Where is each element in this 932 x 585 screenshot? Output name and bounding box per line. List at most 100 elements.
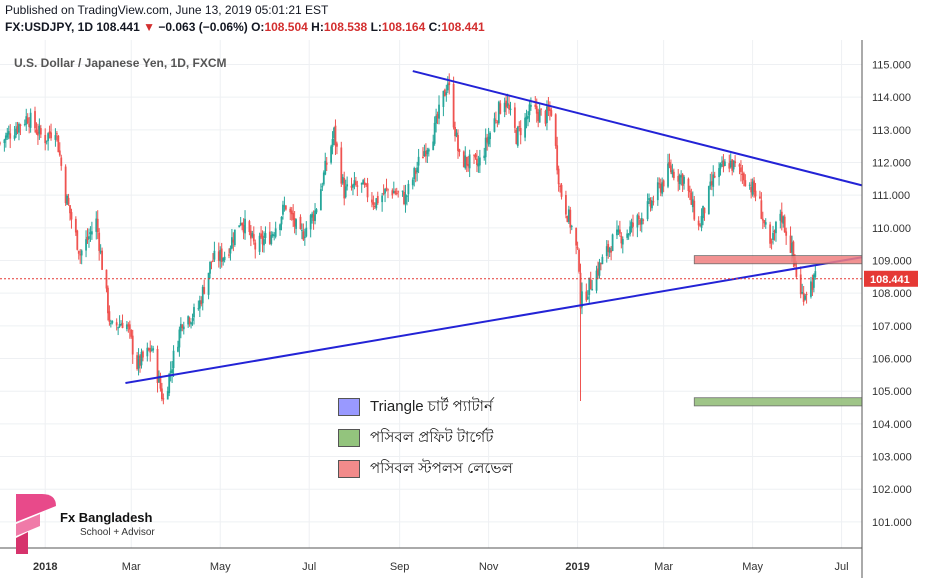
candle-body xyxy=(108,311,111,322)
candle-body xyxy=(117,327,120,329)
candle-body xyxy=(744,180,747,187)
candle-body xyxy=(610,250,613,253)
candle-body xyxy=(681,174,684,186)
candle-body xyxy=(274,228,277,237)
candle-body xyxy=(407,183,410,195)
candle-body xyxy=(344,186,347,198)
legend-item-triangle: Triangle চার্ট প্যাটার্ন xyxy=(338,394,513,420)
candle-body xyxy=(324,160,327,175)
candle-body xyxy=(443,89,446,97)
candle-body xyxy=(648,198,650,201)
candle-body xyxy=(120,323,122,326)
candle-body xyxy=(519,127,522,136)
candle-body xyxy=(86,236,89,240)
candle-body xyxy=(556,145,559,171)
candle-body xyxy=(506,103,509,106)
candle-body xyxy=(187,316,190,325)
candle-body xyxy=(156,349,159,383)
candle-body xyxy=(620,235,623,244)
candle-body xyxy=(125,324,128,330)
candle-body xyxy=(128,324,131,330)
y-tick-label: 113.000 xyxy=(872,125,911,137)
candle-body xyxy=(321,186,324,188)
candle-body xyxy=(299,216,302,230)
candle-body xyxy=(293,218,296,227)
candle-body xyxy=(487,136,490,145)
high-value: 108.538 xyxy=(323,20,368,34)
candle-body xyxy=(309,215,312,230)
candle-body xyxy=(671,170,674,175)
candle-body xyxy=(363,182,366,186)
candle-body xyxy=(303,236,306,238)
candle-body xyxy=(462,151,465,167)
candle-body xyxy=(13,135,16,139)
candle-body xyxy=(760,200,763,219)
candle-body xyxy=(524,117,526,138)
candle-body xyxy=(729,160,732,168)
candle-body xyxy=(34,111,36,129)
candle-body xyxy=(203,287,206,294)
candle-body xyxy=(455,132,458,137)
candle-body xyxy=(709,181,712,187)
candle-body xyxy=(530,104,532,107)
candle-body xyxy=(90,231,93,235)
candle-body xyxy=(242,225,245,233)
candle-body xyxy=(149,347,152,353)
candle-body xyxy=(627,234,630,236)
legend-label-triangle: Triangle চার্ট প্যাটার্ন xyxy=(370,397,493,415)
candle-body xyxy=(67,197,70,205)
legend-label-profit-target: পসিবল প্রফিট টার্গেট xyxy=(370,428,494,446)
candle-body xyxy=(503,102,506,113)
y-tick-label: 110.000 xyxy=(872,223,911,235)
candle-body xyxy=(540,108,543,110)
candle-body xyxy=(417,156,420,166)
candle-body xyxy=(182,326,185,330)
candle-body xyxy=(414,170,417,174)
candle-body xyxy=(177,346,179,352)
candle-body xyxy=(611,234,614,251)
candle-body xyxy=(607,243,610,252)
candle-body xyxy=(213,250,216,260)
candle-body xyxy=(576,247,579,249)
candle-body xyxy=(7,131,10,135)
candle-body xyxy=(764,222,767,225)
candle-body xyxy=(452,83,455,128)
candle-body xyxy=(354,181,357,185)
candle-body xyxy=(188,317,191,324)
candle-body xyxy=(168,373,171,394)
candle-body xyxy=(496,121,499,123)
high-label: H: xyxy=(311,20,324,34)
candle-body xyxy=(458,149,461,152)
candle-body xyxy=(283,205,286,207)
candle-body xyxy=(795,268,798,277)
candle-body xyxy=(232,239,235,243)
candle-body xyxy=(770,241,773,243)
candle-body xyxy=(387,189,389,191)
candle-body xyxy=(289,208,292,213)
candle-body xyxy=(139,355,141,366)
candle-body xyxy=(693,200,696,220)
candle-body xyxy=(427,149,430,152)
candle-body xyxy=(505,100,508,108)
candle-body xyxy=(516,126,519,146)
candle-body xyxy=(499,103,502,114)
candle-body xyxy=(312,214,315,221)
candle-body xyxy=(569,209,572,228)
candle-body xyxy=(64,166,67,204)
candle-body xyxy=(118,324,121,328)
candle-body xyxy=(457,135,459,151)
candle-body xyxy=(197,308,200,310)
candle-body xyxy=(411,179,414,186)
published-caption: Published on TradingView.com, June 13, 2… xyxy=(5,3,329,17)
fx-bangladesh-logo-icon xyxy=(16,494,56,554)
candle-body xyxy=(394,190,397,194)
candle-body xyxy=(578,249,580,272)
candle-body xyxy=(495,119,497,121)
candle-body xyxy=(423,151,426,157)
candle-body xyxy=(687,178,690,191)
candle-body xyxy=(325,162,328,165)
candle-body xyxy=(152,348,155,351)
candle-body xyxy=(6,132,9,138)
candle-body xyxy=(268,231,271,244)
